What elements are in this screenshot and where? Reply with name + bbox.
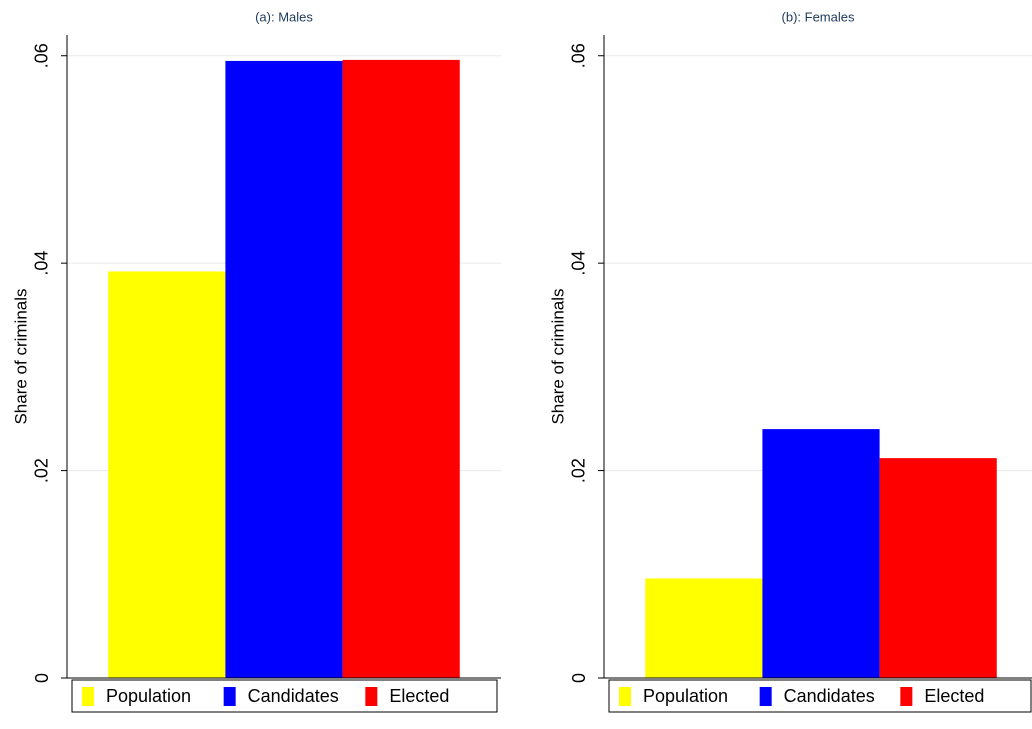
bar <box>225 60 343 678</box>
legend-label: Elected <box>389 686 449 706</box>
y-axis-label: Share of criminals <box>548 288 567 424</box>
legend-box <box>71 679 498 713</box>
y-tick-label: .02 <box>569 458 589 483</box>
legend-swatch <box>759 687 772 706</box>
legend-swatch <box>365 687 378 706</box>
bar <box>762 429 880 678</box>
y-tick-label: .06 <box>32 43 52 68</box>
panel: (b): Females Share of criminals 0 .02 .04 .06… <box>548 9 1032 713</box>
bar <box>645 578 763 678</box>
bar <box>342 59 460 679</box>
legend-label: Candidates <box>248 686 339 706</box>
legend-swatch <box>82 687 94 706</box>
panel-title: (b): Females <box>782 9 855 24</box>
legend-box <box>608 679 1032 713</box>
y-tick-label: .06 <box>569 43 589 68</box>
y-tick-label: .02 <box>32 458 52 483</box>
legend-label: Population <box>106 686 191 706</box>
y-tick-label: .04 <box>569 251 589 276</box>
bar <box>108 271 226 678</box>
panel: (a): Males Share of criminals 0 .02 .04 .06 Po… <box>11 9 501 713</box>
panel-title: (a): Males <box>255 9 313 24</box>
legend-label: Candidates <box>784 686 875 706</box>
legend-label: Elected <box>924 686 984 706</box>
legend-swatch <box>900 687 913 706</box>
y-axis-label: Share of criminals <box>11 288 30 424</box>
y-tick-label: 0 <box>32 673 52 683</box>
y-tick-label: .04 <box>32 251 52 276</box>
bar <box>879 458 997 678</box>
legend-label: Population <box>643 686 728 706</box>
legend-swatch <box>619 687 631 706</box>
y-tick-label: 0 <box>569 673 589 683</box>
legend-swatch <box>223 687 236 706</box>
